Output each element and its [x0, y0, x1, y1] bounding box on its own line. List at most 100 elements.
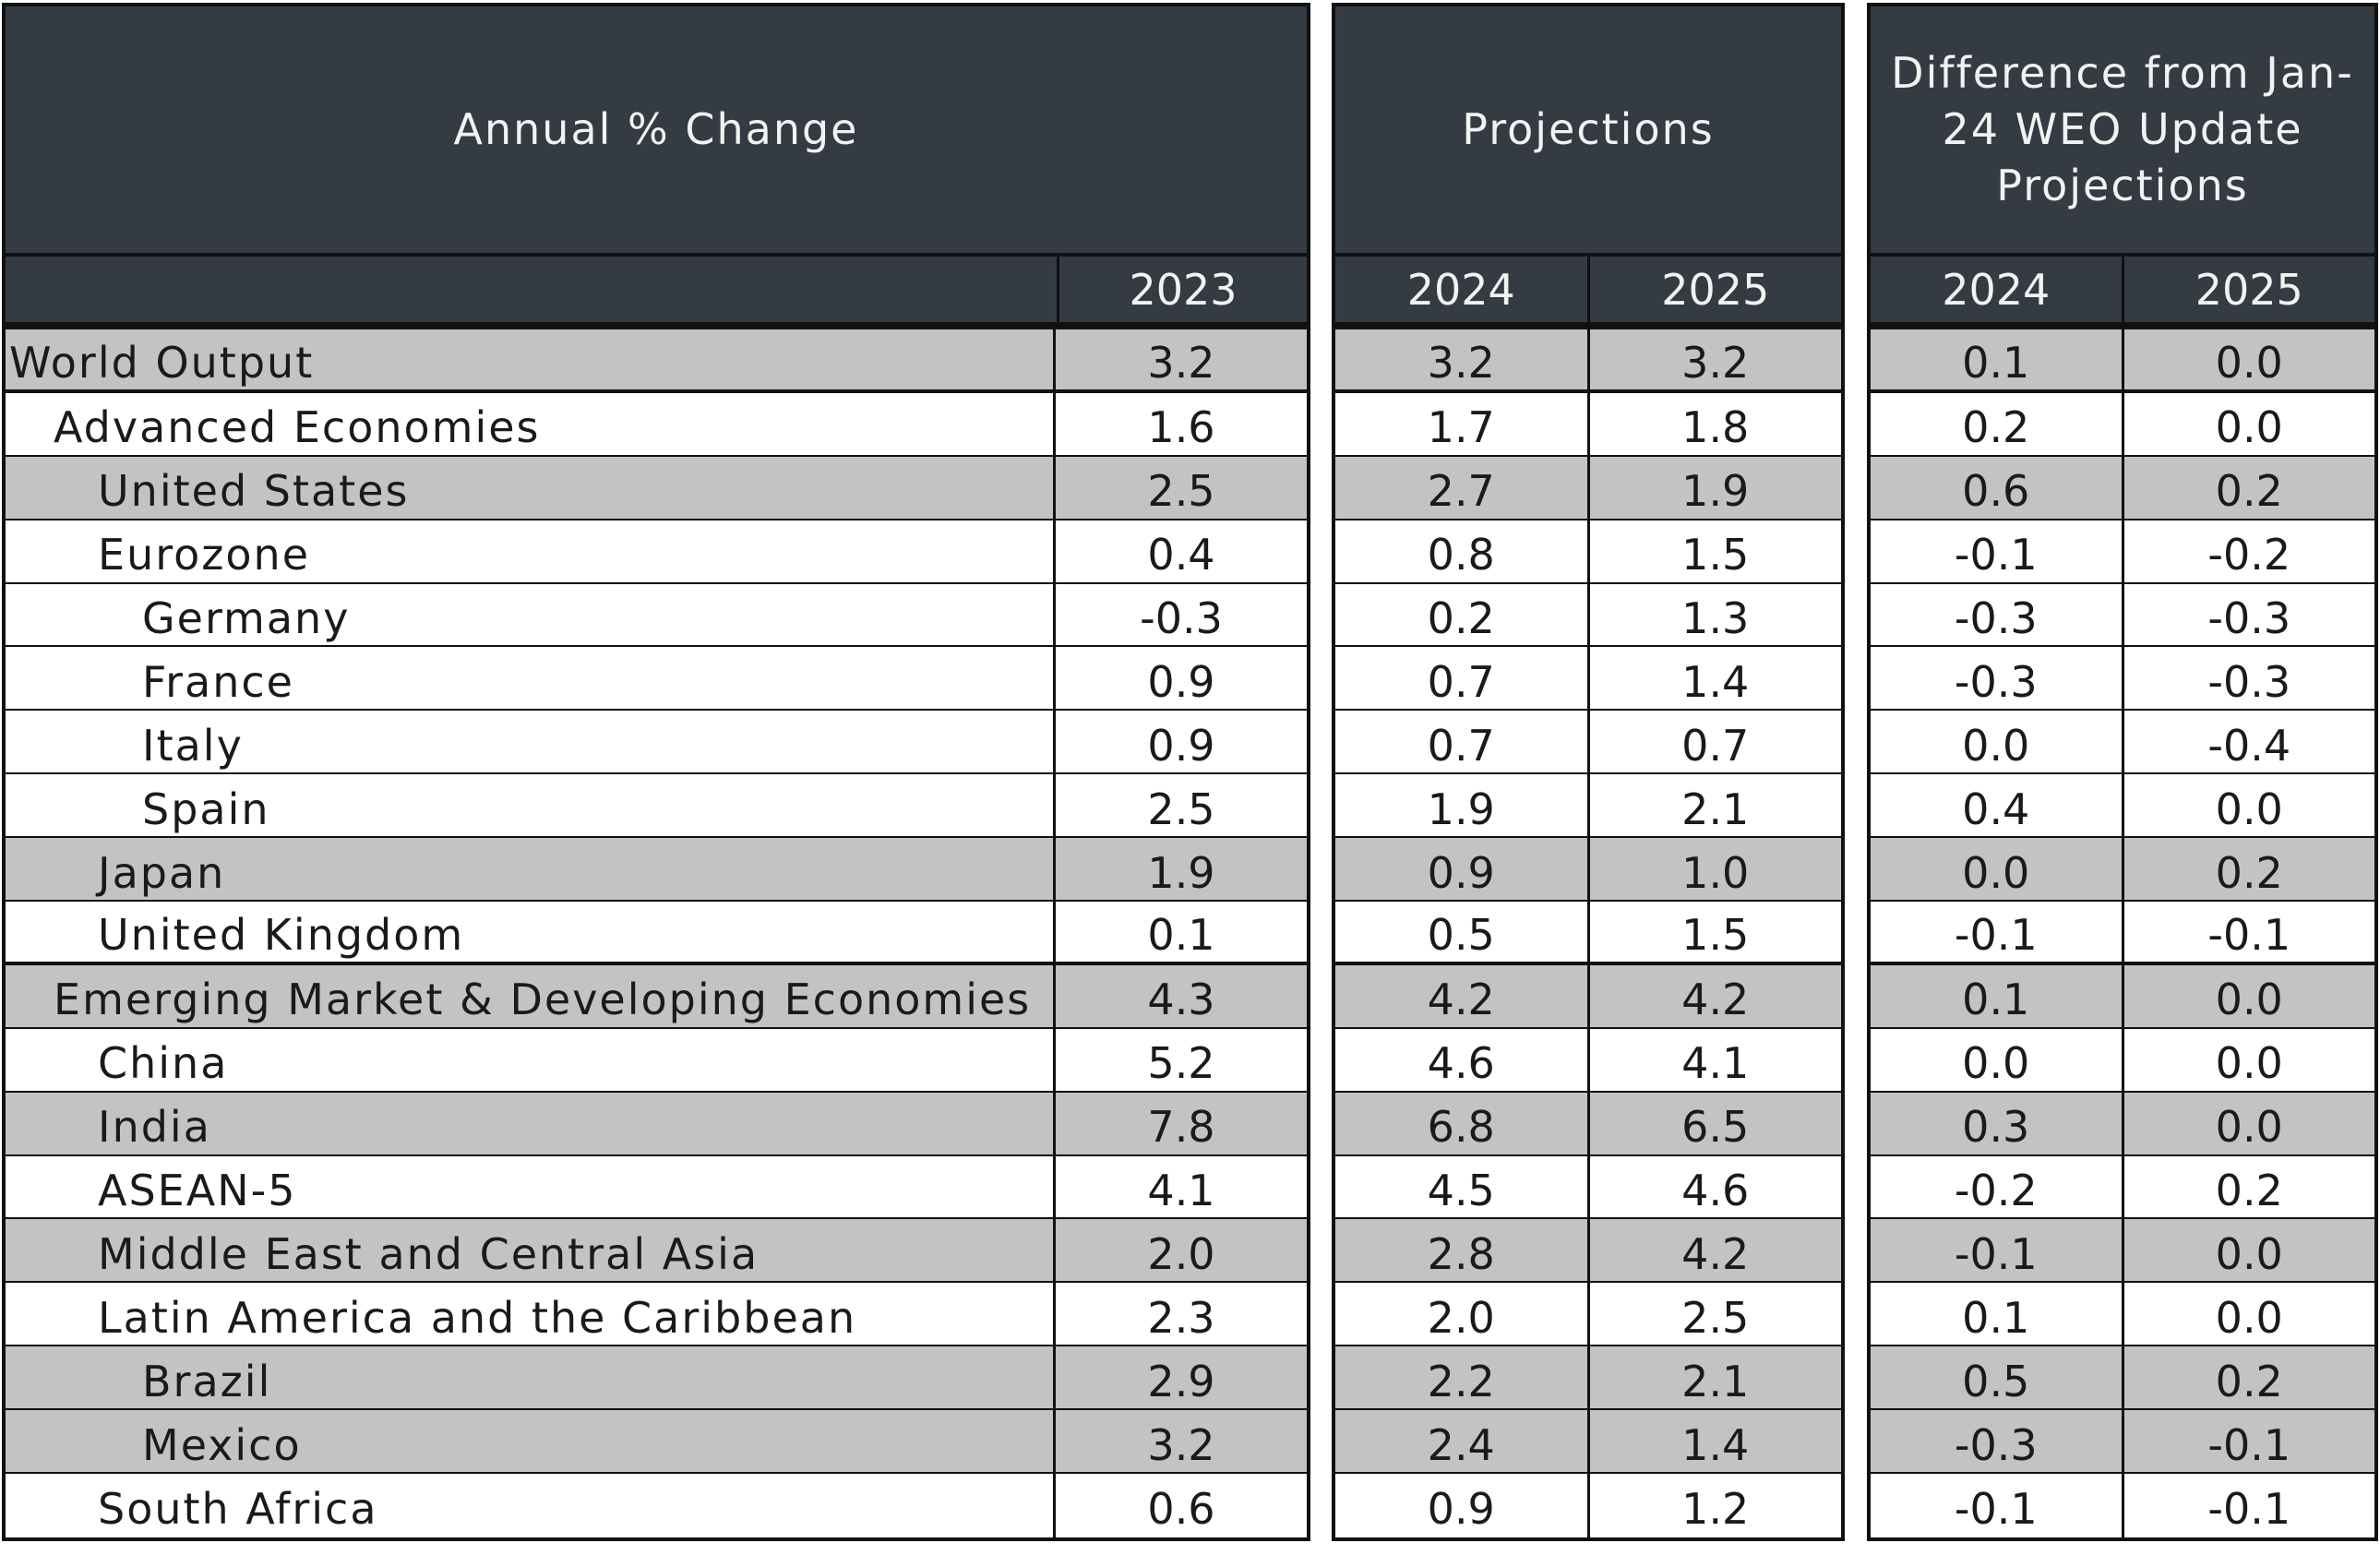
table-row: 4.6 4.1: [1335, 1028, 1841, 1093]
column-header-label: [6, 257, 1057, 322]
panel-header-projections: Projections: [1332, 3, 1845, 257]
table-row: ASEAN-5 4.1: [6, 1155, 1307, 1220]
projection-2024: 2.8: [1427, 1228, 1495, 1279]
difference-2025: 0.2: [2121, 456, 2375, 519]
projection-2025: 1.4: [1586, 647, 1842, 710]
column-header-diff-2025: 2025: [2121, 257, 2375, 322]
table-row: India 7.8: [6, 1092, 1307, 1156]
difference-2024: 0.2: [1962, 402, 2030, 453]
value-2023: 0.1: [1053, 902, 1307, 962]
value-2023: 0.9: [1053, 711, 1307, 773]
projection-2024: 4.2: [1427, 975, 1495, 1025]
table-row: 2.2 2.1: [1335, 1346, 1841, 1411]
table-row: 0.7 1.4: [1335, 647, 1842, 712]
table-row: -0.2 0.2: [1871, 1155, 2375, 1220]
panel-body-annual-change: World Output 3.2 Advanced Economies 1.6 Unit…: [2, 326, 1310, 1541]
table-row: 2.8 4.2: [1335, 1219, 1841, 1284]
difference-2024: 0.1: [1962, 338, 2030, 389]
table-row: 0.1 0.0: [1871, 964, 2375, 1029]
difference-2024: -0.2: [1954, 1166, 2038, 1216]
projection-2024: 2.2: [1427, 1356, 1495, 1406]
column-header-diff-2024: 2024: [1942, 264, 2051, 315]
table-row: Japan 1.9: [6, 838, 1307, 903]
panel-subheader-difference: 2024 2025: [1867, 257, 2378, 326]
difference-2025: 0.2: [2121, 1155, 2375, 1218]
value-2023: 0.9: [1053, 647, 1307, 710]
difference-2024: -0.3: [1954, 593, 2038, 643]
projection-2025: 1.2: [1586, 1474, 1842, 1537]
difference-2025: 0.0: [2121, 1092, 2375, 1154]
difference-2024: 0.1: [1962, 975, 2030, 1025]
row-label: Middle East and Central Asia: [98, 1228, 759, 1279]
panel-body-difference: 0.1 0.0 0.2 0.0 0.6 0.2 -0.1 -0.2 -0.3 -0.3 -0.3 -0…: [1867, 326, 2378, 1541]
row-label: Emerging Market & Developing Economies: [54, 975, 1032, 1025]
table-row: 3.2 3.2: [1335, 329, 1841, 393]
table-row: Germany -0.3: [6, 583, 1307, 648]
row-label: Latin America and the Caribbean: [98, 1292, 857, 1343]
row-label: Italy: [142, 720, 244, 771]
projection-2025: 0.7: [1586, 711, 1842, 773]
table-row: 0.0 0.0: [1871, 1028, 2375, 1093]
projection-2024: 6.8: [1427, 1102, 1495, 1153]
table-row: 0.8 1.5: [1335, 520, 1841, 584]
difference-2024: 0.0: [1962, 1038, 2030, 1089]
table-row: 0.0 -0.4: [1871, 711, 2374, 775]
table-row: 0.1 0.0: [1871, 1283, 2374, 1347]
table-row: 2.0 2.5: [1335, 1283, 1841, 1347]
table-row: 0.5 1.5: [1335, 902, 1841, 965]
difference-2025: -0.1: [2121, 1474, 2375, 1537]
difference-2025: 0.0: [2121, 1028, 2375, 1091]
difference-2024: 0.5: [1962, 1356, 2030, 1406]
value-2023: 4.1: [1053, 1155, 1307, 1218]
projection-2025: 3.2: [1586, 329, 1842, 389]
table-row: 2.7 1.9: [1335, 456, 1841, 520]
panel-annual-change: Annual % Change 2023 World Output 3.2 Adva…: [2, 3, 1310, 1542]
table-row: Advanced Economies 1.6: [6, 392, 1307, 457]
column-header-proj-2025: 2025: [1586, 257, 1842, 322]
projection-2024: 2.4: [1427, 1419, 1495, 1470]
table-row: France 0.9: [6, 647, 1307, 712]
row-label: Japan: [98, 847, 226, 898]
difference-2024: 0.4: [1962, 784, 2030, 834]
projection-2024: 3.2: [1427, 338, 1495, 389]
projection-2025: 1.5: [1586, 902, 1842, 962]
difference-2025: -0.3: [2121, 647, 2375, 710]
value-2023: 3.2: [1053, 329, 1307, 389]
panel-header-annual-change: Annual % Change: [2, 3, 1310, 257]
projection-2025: 4.6: [1586, 1155, 1842, 1218]
difference-2025: 0.0: [2121, 964, 2375, 1027]
table-row: -0.3 -0.3: [1871, 647, 2375, 712]
panel-subheader-annual-change: 2023: [2, 257, 1310, 326]
table-row: 0.7 0.7: [1335, 711, 1842, 775]
difference-2024: 0.6: [1962, 466, 2030, 517]
value-2023: 1.9: [1053, 838, 1307, 901]
projection-2024: 0.9: [1427, 1484, 1495, 1535]
difference-2024: 0.0: [1962, 847, 2030, 898]
value-2023: -0.3: [1053, 583, 1307, 646]
projection-2025: 6.5: [1586, 1092, 1842, 1154]
table-row: 0.9 1.2: [1335, 1474, 1841, 1537]
panel-body-projections: 3.2 3.2 1.7 1.8 2.7 1.9 0.8 1.5 0.2 1.3 0.7 1.4 0.7 0…: [1332, 326, 1845, 1541]
row-label: Mexico: [142, 1419, 302, 1470]
table-row: 0.5 0.2: [1871, 1346, 2374, 1411]
row-label: United Kingdom: [98, 910, 465, 961]
projection-2024: 4.6: [1427, 1038, 1495, 1089]
projection-2025: 4.2: [1586, 964, 1842, 1027]
table-row: Eurozone 0.4: [6, 520, 1307, 584]
value-2023: 2.0: [1053, 1219, 1307, 1282]
value-2023: 4.3: [1053, 964, 1307, 1027]
difference-2024: -0.3: [1954, 1419, 2038, 1470]
table-row: 1.7 1.8: [1335, 392, 1841, 457]
table-row: China 5.2: [6, 1028, 1307, 1093]
projection-2024: 2.0: [1427, 1292, 1495, 1343]
value-2023: 5.2: [1053, 1028, 1307, 1091]
row-label: South Africa: [98, 1484, 378, 1535]
table-row: 0.2 0.0: [1871, 392, 2374, 457]
table-row: World Output 3.2: [6, 329, 1307, 393]
difference-2024: 0.3: [1962, 1102, 2030, 1153]
value-2023: 2.9: [1053, 1346, 1307, 1409]
table-row: 1.9 2.1: [1335, 774, 1841, 839]
difference-2024: -0.1: [1954, 1228, 2038, 1279]
table-row: -0.1 -0.2: [1871, 520, 2374, 584]
projection-2024: 4.5: [1427, 1166, 1495, 1216]
